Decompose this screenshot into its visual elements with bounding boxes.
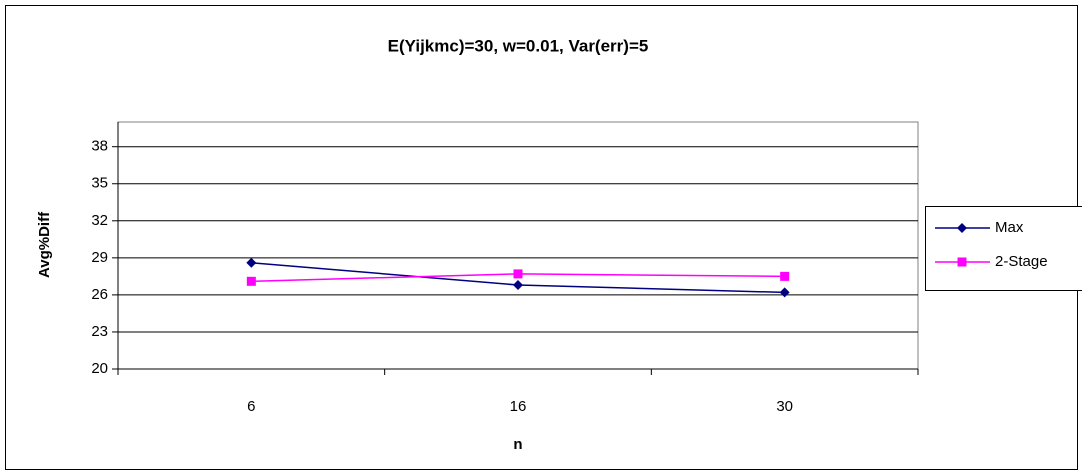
- y-tick-label: 20: [91, 360, 108, 377]
- x-tick-label: 16: [510, 398, 527, 415]
- y-tick-label: 26: [91, 286, 108, 303]
- y-tick-label: 23: [91, 323, 108, 340]
- page: {"chart_data": {"type": "line", "title":…: [0, 0, 1082, 475]
- y-tick-label: 32: [91, 212, 108, 229]
- y-tick-label: 29: [91, 249, 108, 266]
- legend-label: 2-Stage: [995, 253, 1048, 270]
- x-axis-label: n: [513, 436, 522, 453]
- chart-border: [6, 6, 1078, 470]
- marker: [514, 269, 523, 278]
- y-tick-label: 38: [91, 138, 108, 155]
- y-axis-label: Avg%Diff: [36, 211, 53, 278]
- marker: [780, 272, 789, 281]
- chart-title: E(Yijkmc)=30, w=0.01, Var(err)=5: [388, 36, 649, 55]
- x-tick-label: 30: [776, 398, 793, 415]
- chart: E(Yijkmc)=30, w=0.01, Var(err)=5 Avg%Dif…: [0, 0, 1082, 475]
- marker: [247, 277, 256, 286]
- y-tick-label: 35: [91, 175, 108, 192]
- x-tick-label: 6: [247, 398, 255, 415]
- legend-label: Max: [995, 219, 1024, 236]
- marker: [958, 258, 967, 267]
